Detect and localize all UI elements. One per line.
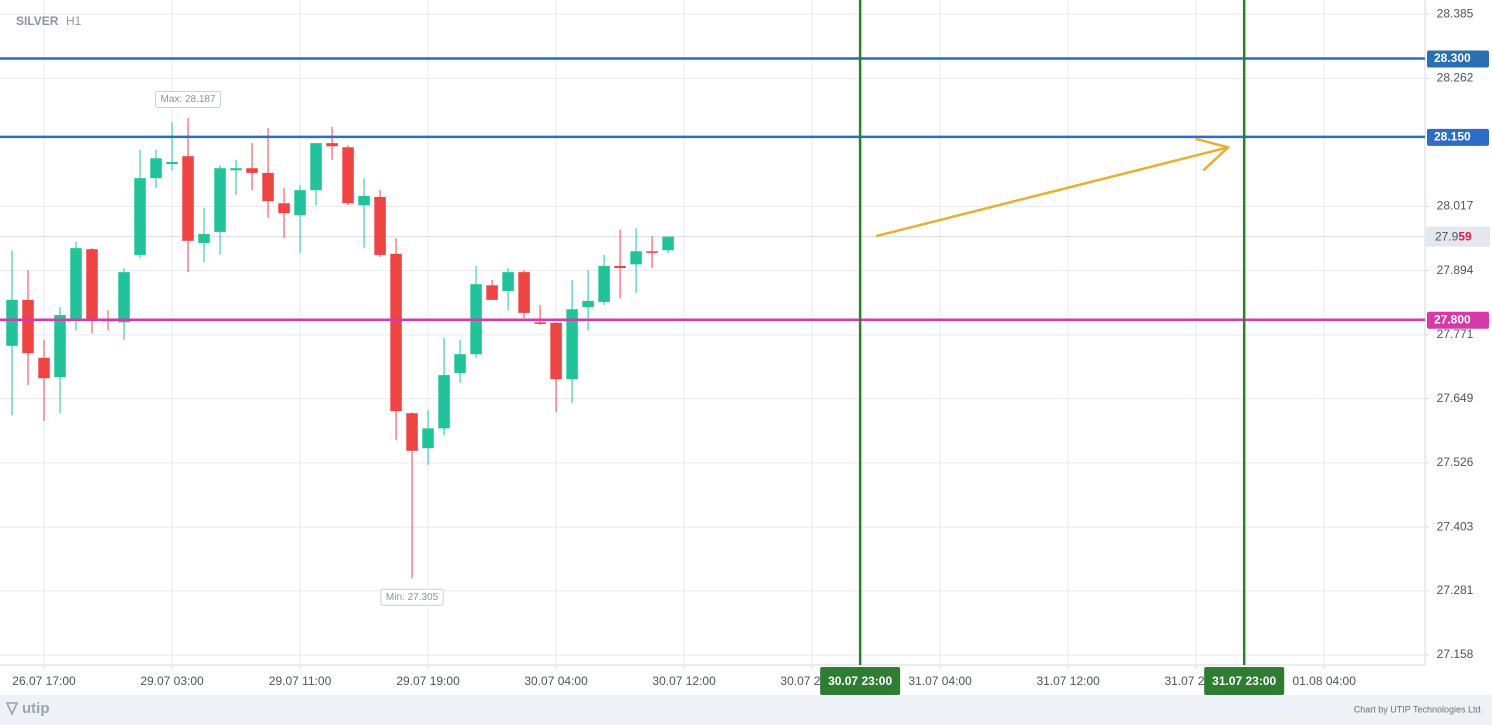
current-price-label: 27.959 xyxy=(1435,230,1472,244)
annotation-label: Min: 27.305 xyxy=(386,592,439,603)
overlay: 28.385 28.262 28.017 27.894 27.771 27.649 27.5… xyxy=(0,0,1490,695)
y-tick-label: 27.281 xyxy=(1437,583,1474,597)
y-tick-label: 27.158 xyxy=(1437,647,1474,661)
candle-body xyxy=(422,428,434,449)
candle-body xyxy=(454,354,466,373)
x-tick-label: 30.07 04:00 xyxy=(524,674,588,688)
y-tick-label: 28.017 xyxy=(1437,199,1474,213)
level-badge-label: 28.150 xyxy=(1434,130,1471,144)
y-tick-label: 27.894 xyxy=(1437,263,1474,277)
current-price-badge xyxy=(1426,226,1490,247)
candle-body xyxy=(662,236,674,251)
candle-body xyxy=(86,249,98,321)
candle-body xyxy=(278,203,290,214)
y-tick-label: 27.526 xyxy=(1437,455,1474,469)
candle-body xyxy=(166,161,178,165)
candle-body xyxy=(502,272,514,291)
annotation-box xyxy=(380,588,444,606)
candle-body xyxy=(150,158,162,179)
candle-body xyxy=(566,309,578,380)
x-tick-label: 01.08 04:00 xyxy=(1292,674,1356,688)
annotation-label: Max: 28.187 xyxy=(161,94,216,105)
candle-body xyxy=(630,251,642,265)
symbol-title: SILVER xyxy=(16,14,59,28)
x-tick-label: 31.07 12:00 xyxy=(1036,674,1100,688)
candle-body xyxy=(550,322,562,380)
candle-body xyxy=(134,178,146,255)
footer-band xyxy=(0,695,1492,725)
candle-body xyxy=(358,195,370,206)
time-marker-badge xyxy=(820,667,901,695)
candle-body xyxy=(518,272,530,313)
level-badge xyxy=(1427,50,1489,68)
candle-body xyxy=(342,147,354,204)
candle-body xyxy=(246,168,258,173)
y-tick-label: 27.649 xyxy=(1437,391,1474,405)
time-marker-label: 30.07 23:00 xyxy=(828,674,892,688)
candle-body xyxy=(614,265,626,268)
arrow xyxy=(875,137,1230,238)
y-tick-label: 28.262 xyxy=(1437,71,1474,85)
candle-body xyxy=(22,299,34,354)
time-marker-label: 31.07 23:00 xyxy=(1212,674,1276,688)
candle-body xyxy=(198,234,210,243)
candle-body xyxy=(438,375,450,429)
candle-body xyxy=(6,299,18,346)
y-tick-label: 27.771 xyxy=(1437,327,1474,341)
x-tick-label: 29.07 11:00 xyxy=(269,674,332,688)
utip-logo: utip xyxy=(5,700,50,717)
y-tick-label: 27.403 xyxy=(1437,519,1474,533)
candle-body xyxy=(646,251,658,253)
candle-body xyxy=(70,248,82,321)
candle-body xyxy=(326,143,338,147)
candle-body xyxy=(390,253,402,412)
x-tick-label: 29.07 03:00 xyxy=(140,674,204,688)
y-tick-label: 28.385 xyxy=(1437,6,1474,20)
x-tick-label: 26.07 17:00 xyxy=(12,674,76,688)
candle-body xyxy=(406,413,418,451)
timeframe: H1 xyxy=(66,14,82,28)
credit: Chart by UTIP Technologies Ltd. xyxy=(1354,704,1483,714)
x-tick-label: 30.07 12:00 xyxy=(652,674,716,688)
candle-body xyxy=(294,190,306,216)
level-badge xyxy=(1427,311,1489,329)
time-marker-badge xyxy=(1204,667,1285,695)
candle-body xyxy=(38,357,50,379)
candle-body xyxy=(582,300,594,308)
x-tick-label: 29.07 19:00 xyxy=(396,674,460,688)
candle-body xyxy=(230,168,242,171)
candle-body xyxy=(118,272,130,323)
candle-body xyxy=(214,168,226,232)
candle-body xyxy=(310,143,322,191)
candle-body xyxy=(598,265,610,302)
marks xyxy=(6,118,674,579)
candle-body xyxy=(534,322,546,324)
candle-body xyxy=(54,315,66,378)
logo-text: utip xyxy=(22,700,50,717)
level-badge xyxy=(1427,128,1489,146)
level-badge-label: 27.800 xyxy=(1434,312,1471,326)
level-badge-label: 28.300 xyxy=(1434,51,1471,65)
candle-body xyxy=(374,196,386,255)
candle-body xyxy=(182,156,194,241)
candle-body xyxy=(262,172,274,202)
candle-body xyxy=(486,285,498,300)
annotation-box xyxy=(155,91,222,109)
x-tick-label: 31.07 04:00 xyxy=(908,674,972,688)
